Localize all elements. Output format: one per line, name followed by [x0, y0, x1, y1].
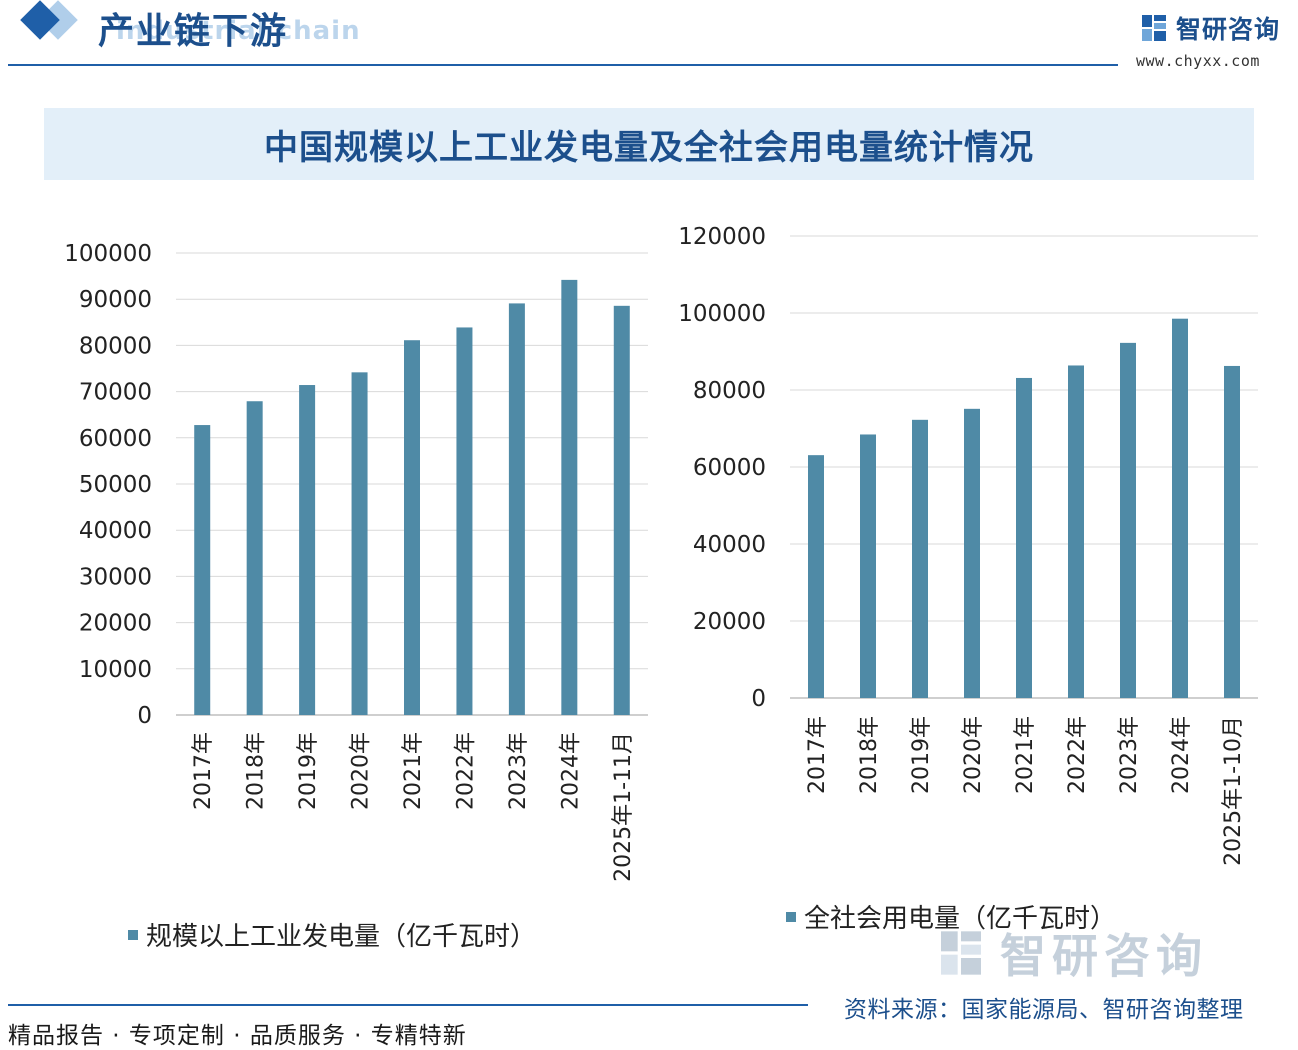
- right-category-label: 2021年: [1013, 716, 1038, 794]
- right-ytick-label: 80000: [693, 378, 766, 404]
- left-bar-5: [456, 327, 473, 715]
- data-source: 资料来源：国家能源局、智研咨询整理: [844, 997, 1244, 1023]
- brand-icon: [1142, 15, 1166, 41]
- footer-slogan: 精品报告 · 专项定制 · 品质服务 · 专精特新: [8, 1023, 467, 1049]
- right-ytick-label: 100000: [678, 301, 766, 327]
- left-category-label: 2024年: [558, 732, 583, 810]
- left-category-label: 2023年: [506, 732, 531, 810]
- legend-right-swatch: [786, 911, 796, 922]
- left-bar-3: [351, 372, 368, 715]
- right-bar-0: [808, 455, 824, 698]
- chart-title-band: 中国规模以上工业发电量及全社会用电量统计情况: [44, 108, 1254, 180]
- left-ytick-label: 20000: [79, 611, 152, 637]
- left-ytick-label: 80000: [79, 333, 152, 359]
- brand-url: www.chyxx.com: [1136, 52, 1260, 70]
- watermark-icon: [941, 931, 981, 975]
- right-bar-5: [1068, 365, 1084, 698]
- watermark-text: 智研咨询: [1000, 929, 1208, 983]
- left-ytick-label: 10000: [79, 657, 152, 683]
- left-bar-4: [404, 340, 420, 715]
- right-ytick-label: 40000: [693, 532, 766, 558]
- left-bar-7: [561, 279, 578, 715]
- footer-divider: [8, 1004, 808, 1006]
- left-category-label: 2017年: [191, 732, 216, 810]
- right-category-label: 2017年: [805, 716, 830, 794]
- chart-title: 中国规模以上工业发电量及全社会用电量统计情况: [264, 127, 1034, 168]
- brand-name: 智研咨询: [1176, 15, 1281, 44]
- right-ytick-label: 0: [751, 686, 766, 712]
- left-category-label: 2019年: [296, 732, 321, 810]
- right-category-label: 2023年: [1117, 716, 1142, 794]
- left-ytick-label: 40000: [79, 518, 152, 544]
- left-bar-0: [194, 425, 211, 715]
- left-category-label: 2018年: [244, 732, 269, 810]
- right-bar-1: [860, 434, 876, 698]
- left-category-label: 2022年: [453, 732, 478, 810]
- left-bar-2: [299, 385, 316, 715]
- right-ytick-label: 120000: [678, 224, 766, 250]
- header: industrial chain 产业链下游 智研咨询 www.chyxx.co…: [0, 0, 1298, 80]
- right-category-label: 2022年: [1065, 716, 1090, 794]
- left-category-label: 2025年1-11月: [611, 732, 636, 882]
- right-category-label: 2024年: [1169, 716, 1194, 794]
- right-ytick-label: 20000: [693, 609, 766, 635]
- legend-right-label: 全社会用电量（亿千瓦时）: [804, 904, 1117, 934]
- left-ytick-label: 70000: [79, 380, 152, 406]
- section-subtitle: industrial chain: [116, 16, 361, 46]
- legend-left-label: 规模以上工业发电量（亿千瓦时）: [146, 922, 537, 952]
- left-bar-8: [613, 305, 630, 715]
- watermark: 智研咨询: [936, 920, 1208, 986]
- header-divider: [8, 64, 1118, 66]
- right-ytick-label: 60000: [693, 455, 766, 481]
- left-ytick-label: 50000: [79, 472, 152, 498]
- left-bar-6: [508, 303, 525, 715]
- left-ytick-label: 100000: [64, 241, 152, 267]
- left-ytick-label: 0: [137, 703, 152, 729]
- right-bar-4: [1016, 377, 1032, 698]
- right-bar-2: [912, 419, 928, 698]
- left-ytick-label: 60000: [79, 426, 152, 452]
- left-category-label: 2020年: [349, 732, 374, 810]
- right-bar-7: [1172, 318, 1188, 698]
- legend-left: 规模以上工业发电量（亿千瓦时）: [128, 916, 536, 953]
- right-category-label: 2019年: [909, 716, 934, 794]
- left-category-label: 2021年: [401, 732, 426, 810]
- left-ytick-label: 90000: [79, 287, 152, 313]
- section-title: 产业链下游: [98, 11, 289, 52]
- right-category-label: 2018年: [857, 716, 882, 794]
- left-ytick-label: 30000: [79, 564, 152, 590]
- right-bar-3: [964, 408, 980, 698]
- legend-right: 全社会用电量（亿千瓦时）: [786, 898, 1116, 935]
- right-category-label: 2025年1-10月: [1221, 716, 1246, 866]
- right-bar-8: [1224, 365, 1240, 698]
- right-category-label: 2020年: [961, 716, 986, 794]
- brand-logo: 智研咨询: [1140, 8, 1280, 48]
- legend-left-swatch: [128, 929, 138, 940]
- left-bar-1: [246, 401, 263, 715]
- right-bar-6: [1120, 342, 1136, 698]
